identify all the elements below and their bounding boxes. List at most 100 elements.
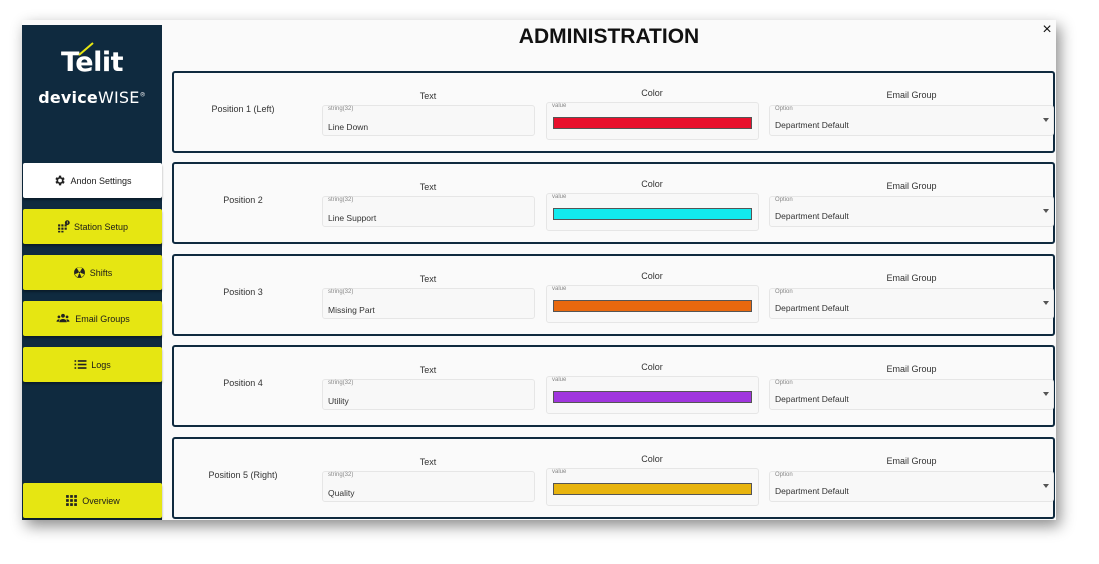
chevron-down-icon: [1043, 392, 1049, 396]
email-group-caption: Option: [775, 106, 793, 112]
text-field-caption: string(32): [328, 380, 354, 386]
color-picker-caption: value: [552, 194, 567, 200]
color-picker[interactable]: value: [546, 468, 759, 506]
position-label: Position 1 (Left): [211, 104, 275, 114]
position-card-1: Position 1 (Left) Text Color Email Group…: [172, 71, 1055, 153]
email-group-value: Department Default: [775, 303, 849, 313]
text-column-header: Text: [419, 457, 437, 467]
close-icon[interactable]: ×: [1042, 21, 1052, 38]
text-field[interactable]: string(32) Line Support: [322, 196, 535, 227]
email-group-value: Department Default: [775, 394, 849, 404]
email-column-header: Email Group: [886, 456, 937, 466]
text-field-value: Line Down: [328, 122, 369, 132]
text-column-header: Text: [419, 91, 437, 101]
email-group-caption: Option: [775, 380, 793, 386]
position-label: Position 5 (Right): [208, 470, 278, 480]
position-card-3: Position 3 Text Color Email Group string…: [172, 254, 1055, 336]
product-name-light: WISE: [97, 88, 140, 107]
text-field-caption: string(32): [328, 289, 354, 295]
text-field[interactable]: string(32) Missing Part: [322, 288, 535, 319]
email-column-header: Email Group: [886, 90, 937, 100]
color-column-header: Color: [641, 362, 663, 372]
color-picker-caption: value: [552, 377, 567, 383]
position-card-2: Position 2 Text Color Email Group string…: [172, 162, 1055, 244]
nav-andon-settings-label: Andon Settings: [70, 175, 132, 186]
text-field-caption: string(32): [328, 472, 354, 478]
color-swatch[interactable]: [553, 117, 752, 129]
color-swatch[interactable]: [553, 208, 752, 220]
email-column-header: Email Group: [886, 181, 937, 191]
color-picker-caption: value: [552, 286, 567, 292]
email-group-value: Department Default: [775, 486, 849, 496]
trademark: ®: [139, 91, 146, 99]
page-title: ADMINISTRATION: [518, 25, 700, 48]
position-card-4: Position 4 Text Color Email Group string…: [172, 345, 1055, 427]
nav-shifts-label: Shifts: [89, 267, 113, 278]
chevron-down-icon: [1043, 118, 1049, 122]
position-label: Position 4: [223, 378, 263, 388]
email-group-select[interactable]: Option Department Default: [769, 379, 1054, 410]
nav-andon-settings[interactable]: Andon Settings: [23, 163, 162, 198]
nav-overview[interactable]: Overview: [23, 483, 162, 518]
product-name-bold: device: [38, 88, 98, 107]
color-column-header: Color: [641, 454, 663, 464]
nav-shifts[interactable]: Shifts: [23, 255, 162, 290]
email-group-select[interactable]: Option Department Default: [769, 471, 1054, 502]
radiation-icon: [73, 267, 85, 278]
logo-wordmark: Telit: [60, 42, 124, 78]
nav-logs-label: Logs: [91, 359, 111, 370]
text-field[interactable]: string(32) Quality: [322, 471, 535, 502]
text-column-header: Text: [419, 182, 437, 192]
email-group-select[interactable]: Option Department Default: [769, 288, 1054, 319]
email-column-header: Email Group: [886, 364, 937, 374]
color-picker[interactable]: value: [546, 102, 759, 140]
admin-window: Telit deviceWISE® Andon Settings: [22, 20, 1056, 520]
nav-station-setup-label: Station Setup: [73, 221, 129, 232]
list-icon: [74, 360, 87, 369]
product-name: deviceWISE®: [22, 88, 162, 107]
grid-icon: [66, 495, 78, 506]
text-field-value: Utility: [328, 396, 349, 406]
color-picker[interactable]: value: [546, 376, 759, 414]
text-field[interactable]: string(32) Utility: [322, 379, 535, 410]
color-picker[interactable]: value: [546, 193, 759, 231]
color-swatch[interactable]: [553, 391, 752, 403]
email-column-header: Email Group: [886, 273, 937, 283]
nav-logs[interactable]: Logs: [23, 347, 162, 382]
email-group-caption: Option: [775, 197, 793, 203]
chevron-down-icon: [1043, 209, 1049, 213]
email-group-select[interactable]: Option Department Default: [769, 196, 1054, 227]
color-column-header: Color: [641, 271, 663, 281]
email-group-value: Department Default: [775, 120, 849, 130]
color-picker-caption: value: [552, 469, 567, 475]
logo-text: Telit: [60, 47, 124, 78]
text-field-value: Line Support: [328, 213, 377, 223]
email-group-caption: Option: [775, 289, 793, 295]
color-picker[interactable]: value: [546, 285, 759, 323]
nav-overview-label: Overview: [82, 495, 120, 506]
position-label: Position 2: [223, 195, 263, 205]
chevron-down-icon: [1043, 301, 1049, 305]
text-column-header: Text: [419, 365, 437, 375]
nav-email-groups[interactable]: Email Groups: [23, 301, 162, 336]
nav-email-groups-label: Email Groups: [75, 313, 130, 324]
color-swatch[interactable]: [553, 483, 752, 495]
text-field-value: Missing Part: [328, 305, 375, 315]
color-picker-caption: value: [552, 103, 567, 109]
position-label: Position 3: [223, 287, 263, 297]
text-field-caption: string(32): [328, 197, 354, 203]
grid-alert-icon: [58, 220, 70, 233]
logo-mark-icon: [78, 42, 94, 56]
text-field-caption: string(32): [328, 106, 354, 112]
telit-logo: Telit deviceWISE®: [22, 42, 162, 107]
email-group-select[interactable]: Option Department Default: [769, 105, 1054, 136]
email-group-value: Department Default: [775, 211, 849, 221]
color-column-header: Color: [641, 88, 663, 98]
text-field-value: Quality: [328, 488, 355, 498]
position-card-5: Position 5 (Right) Text Color Email Grou…: [172, 437, 1055, 519]
color-swatch[interactable]: [553, 300, 752, 312]
text-column-header: Text: [419, 274, 437, 284]
nav-station-setup[interactable]: Station Setup: [23, 209, 162, 244]
people-icon: [56, 313, 70, 323]
text-field[interactable]: string(32) Line Down: [322, 105, 535, 136]
